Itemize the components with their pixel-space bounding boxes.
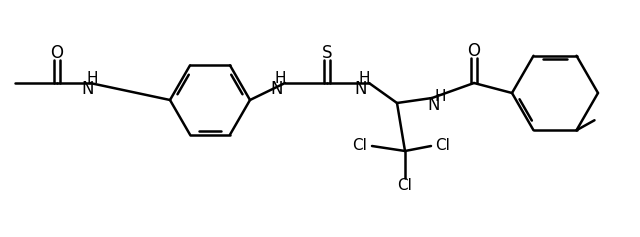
Text: Cl: Cl — [397, 178, 412, 193]
Text: H: H — [435, 88, 445, 104]
Text: H: H — [275, 70, 285, 86]
Text: O: O — [467, 42, 481, 60]
Text: H: H — [86, 70, 98, 86]
Text: N: N — [428, 96, 440, 114]
Text: O: O — [51, 44, 63, 62]
Text: Cl: Cl — [436, 138, 451, 154]
Text: S: S — [322, 44, 332, 62]
Text: N: N — [355, 80, 367, 98]
Text: N: N — [271, 80, 284, 98]
Text: N: N — [82, 80, 94, 98]
Text: H: H — [358, 70, 370, 86]
Text: Cl: Cl — [353, 138, 367, 154]
